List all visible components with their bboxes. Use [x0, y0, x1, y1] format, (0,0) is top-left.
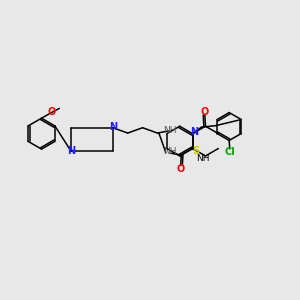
- Text: N: N: [67, 146, 75, 157]
- Text: N: N: [190, 128, 198, 137]
- Text: Cl: Cl: [224, 147, 235, 157]
- Text: O: O: [201, 107, 209, 117]
- Text: S: S: [192, 146, 199, 156]
- Text: N: N: [110, 122, 118, 132]
- Text: NH: NH: [196, 154, 210, 163]
- Text: NH: NH: [163, 126, 177, 135]
- Text: O: O: [48, 107, 56, 117]
- Text: O: O: [177, 164, 185, 174]
- Text: NH: NH: [163, 147, 176, 156]
